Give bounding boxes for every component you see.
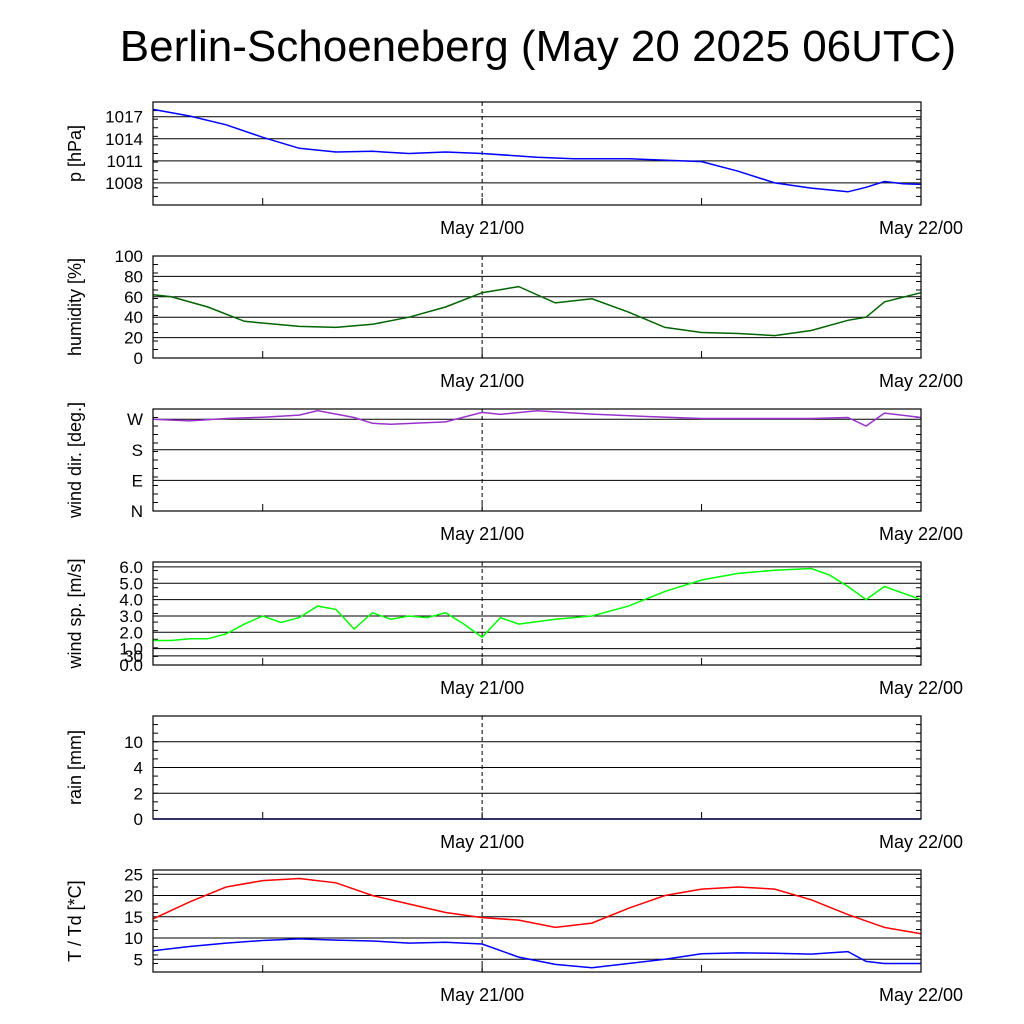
wind_direction-ylabel: wind dir. [deg.] — [65, 402, 85, 519]
humidity-ytick-label: 60 — [124, 288, 143, 307]
temperature-frame — [152, 869, 922, 973]
rain-ytick-label: 10 — [124, 733, 143, 752]
pressure-ytick-label: 1017 — [105, 108, 143, 127]
chart-title: Berlin-Schoeneberg (May 20 2025 06UTC) — [119, 22, 957, 71]
rain-ytick-label: 30 — [124, 647, 143, 666]
wind_direction-frame — [152, 408, 922, 512]
pressure-ytick-label: 1014 — [105, 130, 143, 149]
humidity-ytick-label: 100 — [115, 247, 143, 266]
rain-panel: 0 2 4 10 30 rain [mm] May 21/00 May 22/00 — [65, 647, 963, 852]
rain-xlabel: May 22/00 — [879, 832, 963, 852]
humidity-series-line — [152, 285, 922, 337]
humidity-xlabel: May 22/00 — [879, 371, 963, 391]
wind_speed-ytick-label: 2.0 — [119, 623, 143, 642]
wind_direction-xlabel: May 21/00 — [440, 524, 524, 544]
wind_direction-ytick-label: E — [132, 471, 143, 490]
temperature-series-line — [152, 877, 922, 935]
wind_speed-series-line — [153, 567, 922, 642]
wind_speed-xlabel: May 21/00 — [440, 678, 524, 698]
temperature-ylabel: T / Td [*C] — [65, 880, 85, 961]
rain-ytick-label: 4 — [134, 759, 143, 778]
wind_speed-ylabel: wind sp. [m/s] — [65, 558, 85, 669]
rain-frame — [152, 715, 922, 820]
wind_speed-ytick-label: 6.0 — [119, 558, 143, 577]
humidity-ytick-label: 40 — [124, 308, 143, 327]
humidity-ytick-label: 80 — [124, 267, 143, 286]
wind_direction-ytick-label: N — [131, 502, 143, 521]
wind_speed-ytick-label: 0.0 — [119, 656, 143, 675]
temperature-ytick-label: 20 — [124, 887, 143, 906]
wind_direction-ytick-label: S — [132, 441, 143, 460]
wind_speed-ytick-label: 4.0 — [119, 591, 143, 610]
temperature-xlabel: May 21/00 — [440, 985, 524, 1005]
humidity-ytick-label: 20 — [124, 329, 143, 348]
wind_speed-ytick-label: 1.0 — [119, 640, 143, 659]
wind_direction-xlabel: May 22/00 — [879, 524, 963, 544]
rain-ytick-label: 2 — [134, 784, 143, 803]
pressure-ytick-label: 1011 — [106, 152, 143, 171]
rain-xlabel: May 21/00 — [440, 832, 524, 852]
wind_speed-panel: 0.01.02.03.04.05.06.0 wind sp. [m/s] May 2… — [65, 558, 963, 698]
wind_direction-series-line — [152, 409, 922, 427]
temperature-ytick-label: 10 — [124, 929, 143, 948]
rain-ytick-label: 0 — [134, 810, 143, 829]
pressure-series-line — [152, 108, 922, 193]
humidity-ylabel: humidity [%] — [65, 258, 85, 356]
wind_speed-ytick-label: 5.0 — [119, 574, 143, 593]
wind_speed-ytick-label: 3.0 — [119, 607, 143, 626]
pressure-frame — [152, 101, 922, 206]
humidity-frame — [152, 255, 922, 359]
temperature-ytick-label: 5 — [134, 950, 143, 969]
wind_speed-frame — [152, 561, 922, 666]
pressure-ytick-label: 1008 — [105, 174, 143, 193]
humidity-xlabel: May 21/00 — [440, 371, 524, 391]
wind_speed-xlabel: May 22/00 — [879, 678, 963, 698]
humidity-ytick-label: 0 — [134, 349, 143, 368]
wind_direction-ytick-label: W — [127, 410, 143, 429]
rain-ylabel: rain [mm] — [65, 730, 85, 805]
pressure-xlabel: May 22/00 — [879, 218, 963, 238]
temperature-xlabel: May 22/00 — [879, 985, 963, 1005]
pressure-ylabel: p [hPa] — [65, 125, 85, 182]
pressure-panel: 1008 1011 1014 1017 p [hPa] May 21/00 May 22/0… — [65, 101, 963, 238]
pressure-xlabel: May 21/00 — [440, 218, 524, 238]
temperature-ytick-label: 25 — [124, 865, 143, 884]
temperature-series-line — [152, 938, 921, 969]
temperature-panel: 5 10 15 20 25 T / Td [*C] May 21/00 May 22/00 — [65, 865, 963, 1005]
temperature-ytick-label: 15 — [124, 908, 143, 927]
